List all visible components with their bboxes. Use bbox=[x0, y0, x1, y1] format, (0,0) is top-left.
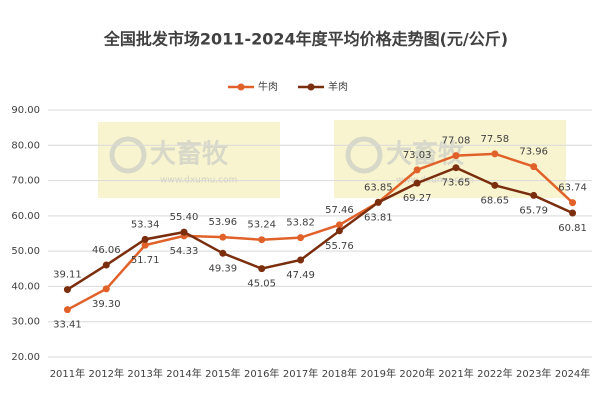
y-tick-label: 70.00 bbox=[11, 176, 40, 187]
data-point bbox=[63, 306, 71, 314]
data-label: 46.06 bbox=[92, 245, 121, 256]
data-point bbox=[569, 209, 577, 217]
data-point bbox=[491, 150, 499, 158]
watermark-logo bbox=[109, 136, 147, 174]
x-tick-label: 2015年 bbox=[205, 367, 240, 380]
data-label: 63.81 bbox=[364, 212, 393, 223]
data-point bbox=[530, 191, 538, 199]
data-point bbox=[180, 228, 188, 236]
data-point bbox=[219, 233, 227, 241]
y-tick-label: 80.00 bbox=[11, 140, 40, 151]
data-point bbox=[452, 164, 460, 172]
data-point bbox=[297, 256, 305, 264]
data-label: 57.46 bbox=[325, 205, 354, 216]
x-tick-label: 2016年 bbox=[244, 367, 279, 380]
data-label: 55.76 bbox=[325, 241, 354, 252]
data-point bbox=[491, 181, 499, 189]
series-line bbox=[66, 166, 574, 291]
legend-marker bbox=[307, 83, 315, 91]
data-point bbox=[297, 234, 305, 242]
data-label: 53.96 bbox=[209, 217, 238, 228]
data-label: 55.40 bbox=[170, 212, 199, 223]
data-point bbox=[452, 152, 460, 160]
y-tick-label: 60.00 bbox=[11, 211, 40, 222]
data-point bbox=[141, 241, 149, 249]
x-tick-label: 2022年 bbox=[477, 367, 512, 380]
data-point bbox=[335, 221, 343, 229]
x-tick-label: 2014年 bbox=[166, 367, 201, 380]
data-label: 68.65 bbox=[481, 195, 510, 206]
data-point bbox=[63, 286, 71, 294]
data-point bbox=[413, 179, 421, 187]
data-label: 53.82 bbox=[286, 218, 315, 229]
x-tick-label: 2021年 bbox=[438, 367, 473, 380]
legend-label: 羊肉 bbox=[328, 80, 348, 93]
data-point bbox=[141, 235, 149, 243]
data-point bbox=[374, 198, 382, 206]
data-label: 53.24 bbox=[247, 220, 276, 231]
data-label: 49.39 bbox=[209, 263, 238, 274]
data-label: 33.41 bbox=[53, 320, 82, 331]
data-point bbox=[258, 265, 266, 273]
series-line bbox=[66, 152, 574, 311]
x-tick-label: 2020年 bbox=[399, 367, 434, 380]
data-label: 77.58 bbox=[481, 134, 510, 145]
watermark-box bbox=[98, 122, 280, 198]
data-point bbox=[219, 249, 227, 257]
x-tick-label: 2024年 bbox=[555, 367, 590, 380]
data-label: 53.34 bbox=[131, 219, 160, 230]
data-label: 39.30 bbox=[92, 299, 121, 310]
data-label: 73.65 bbox=[442, 178, 471, 189]
data-label: 63.74 bbox=[558, 183, 587, 194]
data-label: 54.33 bbox=[170, 246, 199, 257]
data-label: 69.27 bbox=[403, 193, 432, 204]
x-tick-label: 2023年 bbox=[516, 367, 551, 380]
watermark-logo bbox=[345, 136, 383, 174]
data-point bbox=[335, 227, 343, 235]
data-label: 77.08 bbox=[442, 136, 471, 147]
legend-marker bbox=[237, 83, 245, 91]
data-point bbox=[102, 285, 110, 293]
y-tick-label: 30.00 bbox=[11, 317, 40, 328]
data-label: 63.85 bbox=[364, 182, 393, 193]
x-tick-label: 2012年 bbox=[89, 367, 124, 380]
x-tick-label: 2019年 bbox=[361, 367, 396, 380]
data-point bbox=[569, 199, 577, 207]
x-tick-label: 2011年 bbox=[50, 367, 85, 380]
data-label: 73.03 bbox=[403, 150, 432, 161]
x-tick-label: 2017年 bbox=[283, 367, 318, 380]
y-tick-label: 50.00 bbox=[11, 246, 40, 257]
data-label: 60.81 bbox=[558, 223, 587, 234]
x-tick-label: 2018年 bbox=[322, 367, 357, 380]
chart-title: 全国批发市场2011-2024年度平均价格走势图(元/公斤) bbox=[103, 30, 508, 49]
data-label: 45.05 bbox=[247, 279, 276, 290]
legend-label: 牛肉 bbox=[258, 80, 278, 93]
data-point bbox=[530, 163, 538, 171]
data-point bbox=[413, 166, 421, 174]
data-label: 73.96 bbox=[519, 147, 548, 158]
data-point bbox=[258, 236, 266, 244]
data-label: 65.79 bbox=[519, 205, 548, 216]
y-tick-label: 20.00 bbox=[11, 352, 40, 363]
watermark: 大畜牧 bbox=[150, 139, 229, 170]
y-tick-label: 40.00 bbox=[11, 281, 40, 292]
y-tick-label: 90.00 bbox=[11, 105, 40, 116]
x-tick-label: 2013年 bbox=[127, 367, 162, 380]
data-label: 39.11 bbox=[53, 270, 82, 281]
data-label: 47.49 bbox=[286, 270, 315, 281]
data-label: 51.71 bbox=[131, 255, 160, 266]
data-point bbox=[102, 261, 110, 269]
watermark: 大畜牧 bbox=[386, 139, 465, 170]
